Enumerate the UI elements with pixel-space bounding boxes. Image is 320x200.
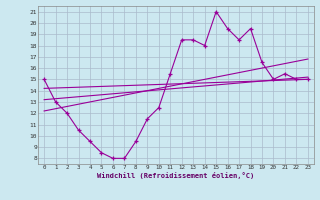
X-axis label: Windchill (Refroidissement éolien,°C): Windchill (Refroidissement éolien,°C) — [97, 172, 255, 179]
